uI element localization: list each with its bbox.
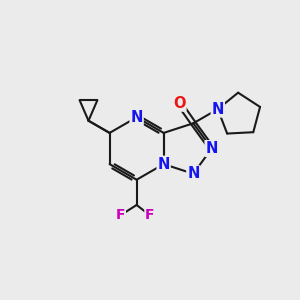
Text: N: N [158,157,170,172]
Text: O: O [173,96,186,111]
Text: N: N [187,166,200,181]
Text: F: F [145,208,155,222]
Text: N: N [212,102,224,117]
Text: N: N [130,110,143,125]
Text: F: F [116,208,125,222]
Text: N: N [206,141,218,156]
